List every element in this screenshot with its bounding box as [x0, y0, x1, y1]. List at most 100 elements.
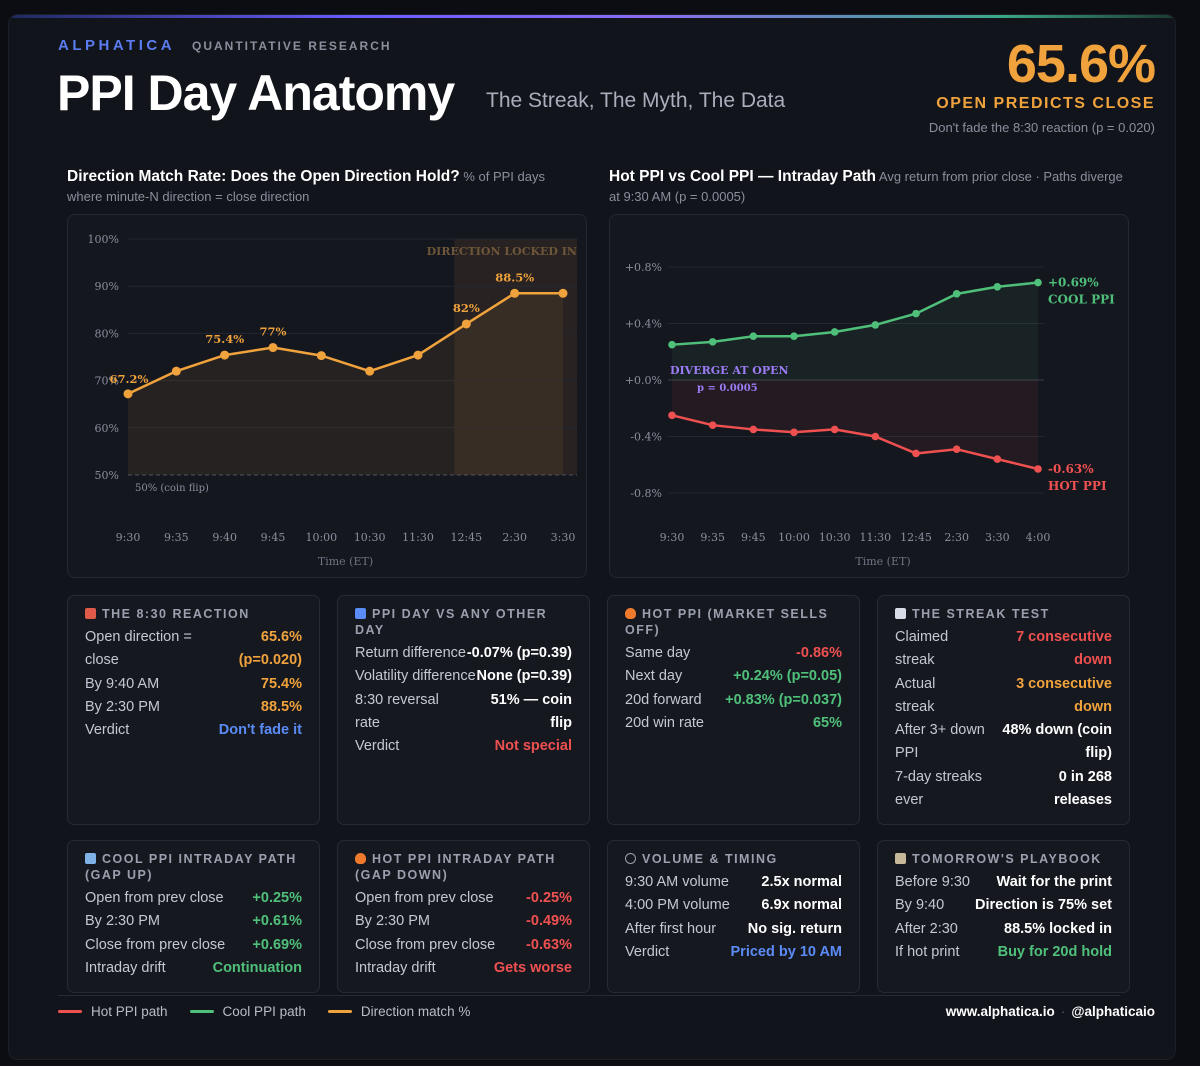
card-row: 9:30 AM volume 2.5x normal [625, 871, 842, 894]
clipboard-icon [895, 853, 906, 864]
card-row-value: 6.9x normal [761, 897, 842, 914]
brand-name: ALPHATICA [58, 37, 176, 54]
card-row: 7-day streaks ever 0 in 268 releases [895, 766, 1112, 813]
card-volume-timing: VOLUME & TIMING 9:30 AM volume 2.5x norma… [607, 840, 860, 993]
card-row-label: 9:30 AM volume [625, 874, 729, 890]
y-tick-label: -0.4% [630, 431, 662, 444]
card-rows: Before 9:30 Wait for the print By 9:40 Dire… [895, 871, 1112, 964]
footer-site-link[interactable]: www.alphatica.io [945, 1004, 1055, 1019]
clock-icon [625, 853, 636, 864]
card-row-value: 65.6% (p=0.020) [238, 629, 302, 669]
card-title: HOT PPI (MARKET SELLS OFF) [625, 607, 829, 637]
card-row: Next day +0.24% (p=0.05) [625, 665, 842, 688]
series-area [672, 282, 1038, 380]
footer-handle-link[interactable]: @alphaticaio [1071, 1004, 1155, 1019]
series-area [672, 380, 1038, 469]
x-tick-label: 12:45 [450, 531, 482, 544]
y-tick-label: 90% [95, 280, 119, 293]
headline-stat: 65.6% [1006, 34, 1156, 94]
card-row-value: Wait for the print [996, 874, 1112, 890]
card-row: By 2:30 PM -0.49% [355, 910, 572, 933]
series-point [993, 455, 1002, 463]
direction-match-svg: DIRECTION LOCKED IN 50% 60% 70% 80% 90% 100% 50… [88, 233, 577, 568]
card-row-value: -0.63% [526, 936, 572, 953]
card-row-label: Intraday drift [355, 959, 436, 976]
x-tick-label: 11:30 [402, 531, 434, 544]
target-icon [85, 608, 96, 619]
card-row-label: Verdict [625, 943, 670, 960]
card-row-label: Actual streak [895, 675, 936, 715]
card-row-label: After first hour [625, 920, 717, 937]
y-tick-label: 60% [95, 422, 119, 435]
data-label: 67.2% [110, 372, 149, 386]
card-streak-test: THE STREAK TEST Claimed streak 7 consecut… [877, 595, 1130, 825]
card-row-value: 0 in 268 releases [1053, 768, 1112, 809]
card-row: Open from prev close -0.25% [355, 887, 572, 910]
card-row: Verdict Not special [355, 735, 572, 758]
legend-label: Direction match % [360, 1004, 471, 1019]
locked-in-region [454, 239, 577, 475]
chart1-header: Direction Match Rate: Does the Open Dire… [67, 167, 567, 207]
headline-stat-label: OPEN PREDICTS CLOSE [936, 95, 1155, 112]
card-row-label: Verdict [85, 722, 130, 739]
card-row-value: 48% down (coin flip) [1002, 722, 1112, 762]
card-row-value: +0.24% (p=0.05) [733, 668, 842, 685]
card-title: VOLUME & TIMING [642, 852, 778, 866]
card-row: Open from prev close +0.25% [85, 887, 302, 910]
x-tick-label: 4:00 [1026, 531, 1051, 544]
card-row: After 2:30 88.5% locked in [895, 918, 1112, 941]
direction-line [127, 292, 563, 395]
card-hot-path: HOT PPI INTRADAY PATH (GAP DOWN) Open fr… [337, 840, 590, 993]
card-row-label: Next day [625, 668, 683, 685]
card-row: Close from prev close -0.63% [355, 934, 572, 957]
y-tick-label: +0.4% [625, 318, 662, 331]
series-point [1034, 465, 1042, 473]
direction-point [510, 288, 520, 298]
card-row-label: By 2:30 PM [85, 698, 160, 715]
card-row: By 9:40 AM 75.4% [85, 673, 302, 696]
series-point [952, 445, 961, 454]
x-tick-label: 10:30 [819, 531, 851, 544]
direction-point [558, 288, 568, 298]
card-row-value: 7 consecutive down [1016, 629, 1112, 669]
card-row-value: +0.61% [252, 913, 302, 930]
chart1-title: Direction Match Rate: Does the Open Dire… [67, 168, 460, 185]
series-point [749, 332, 758, 341]
card-hot-ppi: HOT PPI (MARKET SELLS OFF) Same day -0.86… [607, 595, 860, 825]
card-row-label: Before 9:30 [895, 874, 970, 890]
diverge-pvalue: p = 0.0005 [697, 383, 758, 394]
card-title: HOT PPI INTRADAY PATH (GAP DOWN) [355, 852, 556, 882]
y-tick-label: 70% [95, 375, 119, 388]
headline-stat-note: Don't fade the 8:30 reaction (p = 0.020) [928, 120, 1155, 135]
y-tick-label: +0.8% [625, 261, 662, 274]
card-row: Close from prev close +0.69% [85, 934, 302, 957]
card-row: After 3+ down PPI 48% down (coin flip) [895, 719, 1112, 766]
legend-item-hot: Hot PPI path [58, 1004, 168, 1019]
card-row-value: 65% [812, 714, 842, 731]
card-row-value: Direction is 75% set [975, 897, 1112, 914]
series-end-name: COOL PPI [1048, 293, 1115, 307]
card-cool-path: COOL PPI INTRADAY PATH (GAP UP) Open fro… [67, 840, 320, 993]
card-row-label: By 9:40 AM [85, 675, 160, 692]
card-row-value: 3 consecutive down [1016, 675, 1112, 715]
bar-chart-icon [355, 608, 366, 619]
locked-in-label: DIRECTION LOCKED IN [427, 245, 577, 258]
card-row: After first hour No sig. return [625, 918, 842, 941]
series-point [708, 338, 717, 346]
card-row-label: 20d forward [625, 691, 702, 708]
card-row: 4:00 PM volume 6.9x normal [625, 894, 842, 917]
card-title: THE STREAK TEST [912, 607, 1050, 621]
y-tick-label: 50% [95, 469, 119, 482]
card-row-label: Open direction = close [85, 629, 192, 669]
card-row-label: 8:30 reversal rate [355, 691, 439, 731]
series-point [912, 449, 920, 458]
card-row: 20d win rate 65% [625, 712, 842, 735]
card-row-label: Volatility difference [355, 668, 476, 685]
fire-icon [355, 853, 366, 864]
legend-swatch [58, 1010, 82, 1013]
intraday-path-svg: -0.8% -0.4% +0.0% +0.4% +0.8% +0.69% COOL PPI -… [625, 261, 1115, 568]
card-row-value: Continuation [212, 959, 302, 976]
card-row-label: 20d win rate [625, 714, 704, 731]
card-ppi-vs-other: PPI DAY VS ANY OTHER DAY Return differen… [337, 595, 590, 825]
series-line [671, 414, 1039, 471]
